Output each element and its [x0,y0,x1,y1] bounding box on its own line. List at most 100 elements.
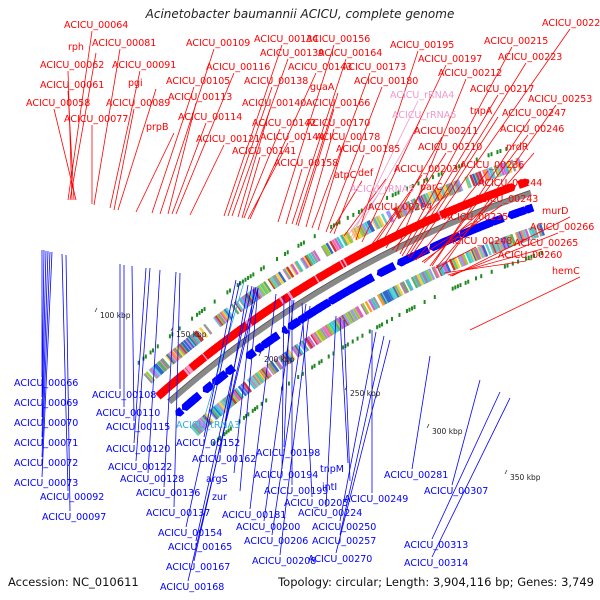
gc-marker-inner [405,309,408,314]
cog-band-forward [277,271,287,283]
gc-marker-outer [335,221,338,226]
cog-band-reverse [444,260,452,273]
cog-band-reverse [254,372,265,384]
gc-marker-outer [411,183,414,188]
cog-band-reverse [448,258,456,271]
cog-band-reverse [311,333,320,345]
gene-label: ACICU_00313 [404,540,468,551]
leader-line [447,248,543,276]
cog-band-reverse [231,390,242,402]
gc-marker-outer [262,265,265,270]
cog-band-forward [180,341,191,353]
forward-gene [520,178,530,188]
gc-marker-inner [464,280,467,285]
cog-band-forward [150,366,161,378]
gene-label: ACICU_00064 [64,20,128,31]
gc-marker-outer [203,307,206,312]
gc-marker-outer [239,281,242,286]
gene-label: ACICU_00108 [92,390,156,401]
cog-band-forward [380,213,389,226]
reverse-gene [249,348,257,357]
leader-line [339,317,349,464]
cog-band-forward [465,175,473,188]
gc-marker-inner [351,339,354,344]
tick-label: 300 kbp [432,427,463,436]
gc-marker-outer [332,223,335,228]
gene-label: ACICU_00113 [168,92,232,103]
gene-label: ACICU_00091 [112,60,176,71]
gc-marker-inner [459,283,462,288]
reverse-gene [366,273,376,283]
reverse-gene [291,317,302,328]
cog-band-forward [336,236,345,249]
gene-label: ACICU_00166 [306,98,370,109]
cog-band-forward [253,287,263,299]
leader-line [203,279,237,438]
gene-label: ACICU_00200 [236,522,300,533]
cog-band-forward [203,323,213,335]
cog-band-reverse [370,297,379,310]
cog-band-reverse [492,240,499,253]
leader-line [173,272,181,508]
gc-marker-outer [228,288,231,293]
gene-label: ACICU_00097 [42,512,106,523]
gene-label: ACICU_00208 [252,556,316,567]
reverse-gene [422,245,431,255]
cog-band-reverse [352,307,361,320]
cog-band-forward [345,231,354,244]
cog-band-forward [275,272,285,285]
gc-marker-inner [413,305,416,310]
cog-band-reverse [350,309,359,321]
gene-label: ACICU_00066 [14,378,78,389]
leader-line [333,154,365,235]
cog-band-reverse [263,366,273,378]
gc-marker-outer [196,312,199,317]
gene-label: ACICU_00195 [390,40,454,51]
leader-line [117,88,157,211]
cog-band-reverse [361,302,370,315]
reverse-gene [523,203,535,214]
gc-marker-inner [251,408,254,413]
cog-band-reverse [481,244,489,257]
gc-marker-outer [236,283,239,288]
leader-line [295,92,339,226]
gene-label: ACICU_tRNA3 [176,420,240,431]
tick-label: 100 kbp [100,311,131,320]
leader-line [151,86,195,214]
leader-line [409,28,571,259]
leader-line [223,44,283,217]
cog-band-reverse [528,227,535,240]
cog-band-reverse [219,399,230,411]
leader-line [355,50,419,241]
cog-band-forward [305,254,314,266]
gc-marker-inner [538,251,541,256]
gc-marker-inner [503,264,506,269]
cog-band-reverse [367,299,376,311]
gc-marker-outer [191,316,194,321]
leader-line [343,178,387,237]
gene-label: ACICU_00266 [530,222,594,233]
leader-line [405,62,527,257]
cog-band-reverse [227,393,238,405]
gene-label: ACICU_00244 [478,178,542,189]
cog-band-forward [187,336,197,348]
cog-band-reverse [279,354,289,366]
leader-line [317,142,345,231]
cog-band-reverse [396,284,404,296]
leader-line [285,168,303,225]
gene-label: ACICU_00250 [312,522,376,533]
gc-marker-outer [198,310,201,315]
leader-line [159,48,215,215]
gene-label: ACICU_00236 [460,160,524,171]
gc-marker-inner [475,276,478,281]
leader-line [407,116,499,258]
tick-mark [426,423,430,429]
gc-marker-outer [178,326,181,331]
leader-line [451,379,481,486]
gc-marker-outer [360,208,363,213]
leader-line [65,254,71,512]
gc-marker-inner [361,333,364,338]
gc-marker-inner [260,401,263,406]
cog-band-forward [300,257,310,269]
cog-band-forward [489,166,497,179]
